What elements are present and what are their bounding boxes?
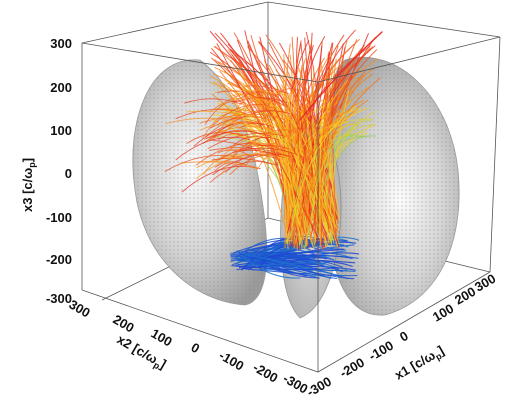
streamline (217, 149, 252, 157)
box-right-edge (489, 36, 501, 273)
streamline (320, 46, 333, 242)
streamline (261, 88, 300, 116)
streamline (299, 31, 383, 121)
streamline (305, 66, 315, 248)
streamline (240, 92, 279, 117)
streamline (184, 98, 243, 105)
streamline (195, 142, 274, 166)
streamline (209, 139, 260, 152)
streamline (328, 90, 350, 222)
streamline (252, 259, 314, 264)
x3-tick-label: 300 (50, 36, 72, 51)
streamline (226, 122, 281, 134)
streamline (212, 153, 292, 176)
streamline (209, 90, 287, 113)
streamline (214, 154, 275, 168)
streamline (193, 122, 265, 147)
streamline (273, 86, 335, 222)
streamline (186, 110, 261, 120)
streamline (314, 110, 337, 228)
streamline (205, 129, 270, 143)
streamline (216, 132, 289, 162)
x2-tick-label: -200 (251, 360, 281, 386)
streamline (210, 161, 273, 183)
streamline (207, 132, 286, 150)
x3-tick-label: -200 (46, 252, 72, 267)
x1-tick-label: 0 (397, 328, 411, 345)
streamline (240, 147, 298, 155)
streamline (229, 154, 285, 176)
streamline (298, 58, 325, 223)
streamline (242, 255, 301, 279)
x3-axis-label: x3 [c/ωp] (20, 158, 37, 212)
streamline (249, 141, 283, 153)
streamline (231, 91, 276, 105)
streamline (231, 137, 280, 159)
x2-tick-label: -100 (217, 348, 247, 374)
streamline (213, 108, 284, 119)
streamline (220, 153, 268, 160)
streamline (179, 161, 258, 170)
streamline (231, 265, 337, 271)
streamline (310, 124, 376, 224)
streamline (219, 144, 289, 160)
streamline (223, 113, 286, 121)
streamline (304, 135, 372, 251)
streamline (224, 122, 260, 133)
streamline (249, 244, 321, 266)
streamline (266, 254, 349, 280)
x3-tick-label: -300 (46, 291, 72, 306)
streamline (303, 70, 330, 229)
streamline (303, 99, 364, 224)
box-bottom-front-edges (81, 271, 491, 373)
bounding-box-front (81, 36, 501, 373)
streamline (234, 92, 273, 111)
streamline (214, 161, 247, 172)
streamline (217, 90, 259, 99)
x1-axis-label: x1 [c/ωp] (392, 343, 447, 385)
streamlines (164, 29, 383, 280)
streamline (205, 109, 285, 138)
streamline (286, 106, 300, 221)
x1-tick-label: 300 (472, 271, 498, 295)
streamline (321, 100, 352, 222)
x3-tick-labels: 300 200 100 0 -100 -200 -300 (46, 36, 72, 306)
streamline (283, 59, 321, 230)
streamline (238, 252, 355, 280)
streamline (165, 117, 246, 124)
streamline (304, 118, 372, 217)
streamline (186, 131, 244, 144)
streamline (199, 124, 246, 131)
box-top-back-edges (81, 1, 501, 44)
streamline (256, 147, 294, 170)
streamline (220, 96, 270, 107)
x2-tick-label: 100 (149, 326, 175, 350)
streamline (319, 99, 325, 247)
x3-tick-label: 100 (50, 123, 72, 138)
streamline (175, 136, 251, 161)
streamline (254, 97, 316, 245)
streamline (325, 110, 376, 234)
streamline (230, 135, 270, 148)
x2-tick-label: -300 (281, 371, 311, 397)
streamline (244, 252, 327, 260)
x1-tick-label: -300 (304, 374, 334, 399)
streamline (244, 254, 322, 273)
streamline (221, 144, 259, 175)
streamline (304, 37, 317, 219)
x2-tick-labels: 300 200 100 0 -100 -200 -300 (67, 297, 311, 397)
streamline (291, 106, 356, 228)
x3-tick-label: 200 (50, 80, 72, 95)
x3-tick-label: -100 (46, 210, 72, 225)
streamline (195, 153, 275, 180)
streamline (261, 261, 319, 266)
x3-tick-label: 0 (65, 166, 72, 181)
streamline (276, 85, 335, 233)
streamline (224, 104, 275, 123)
x2-tick-label: 0 (189, 340, 203, 357)
